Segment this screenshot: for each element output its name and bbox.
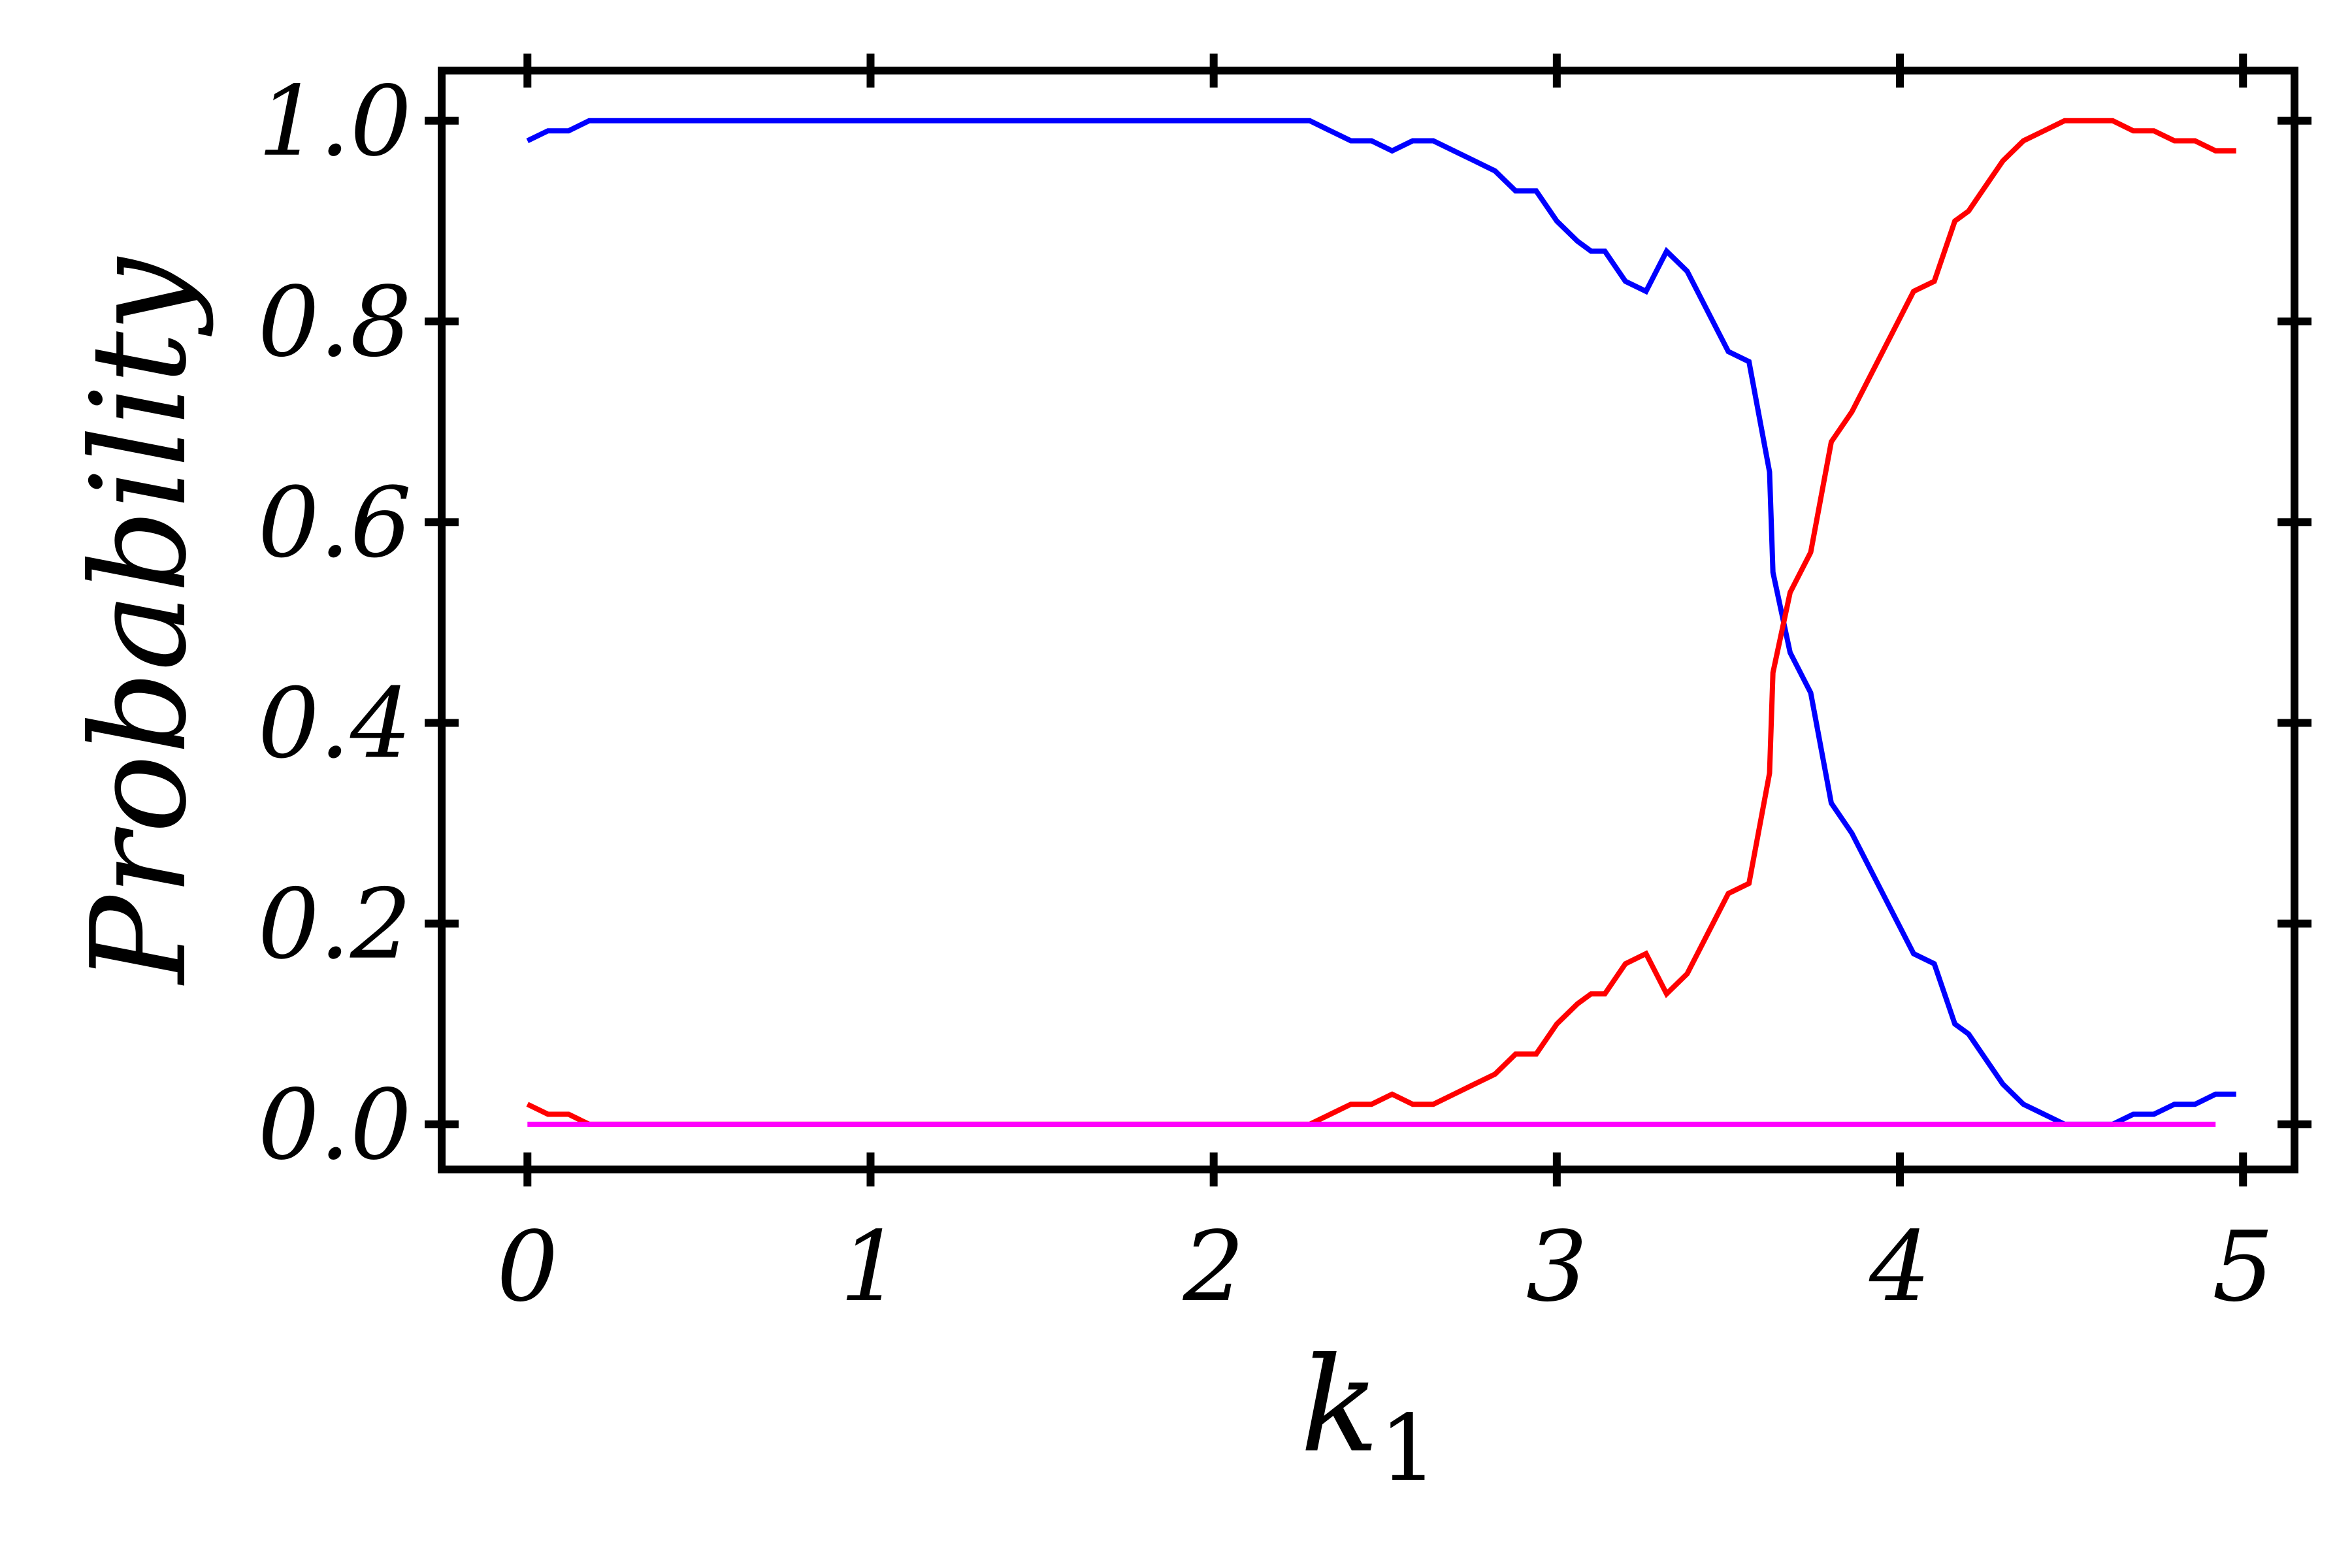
series-line-2	[526, 118, 2236, 1127]
y-tick-label: 0.6	[258, 466, 412, 579]
plot-frame	[438, 67, 2298, 1173]
y-tick-label: 0.8	[258, 266, 412, 378]
y-tick-label: 0.2	[258, 868, 412, 981]
tick-labels: 0 1 2 3 4 5 0.0 0.2 0.4 0.6 0.8 1.0	[258, 65, 2274, 1323]
x-tick-label: 0	[497, 1211, 558, 1323]
x-tick-label: 5	[2212, 1211, 2274, 1323]
tick-marks	[425, 54, 2311, 1186]
x-axis-label: k1	[1300, 1330, 1437, 1502]
y-tick-label: 1.0	[258, 65, 412, 178]
y-axis-label: Probability	[63, 255, 216, 986]
x-tick-label: 3	[1526, 1211, 1588, 1323]
x-tick-label: 4	[1869, 1211, 1931, 1323]
x-tick-label: 2	[1183, 1211, 1245, 1323]
y-tick-label: 0.4	[258, 667, 412, 779]
x-axis-label-subscript: 1	[1379, 1396, 1437, 1502]
x-tick-label: 1	[840, 1211, 901, 1323]
series-layer	[526, 118, 2236, 1127]
series-line-1	[526, 118, 2236, 1127]
y-tick-label: 0.0	[258, 1069, 412, 1181]
